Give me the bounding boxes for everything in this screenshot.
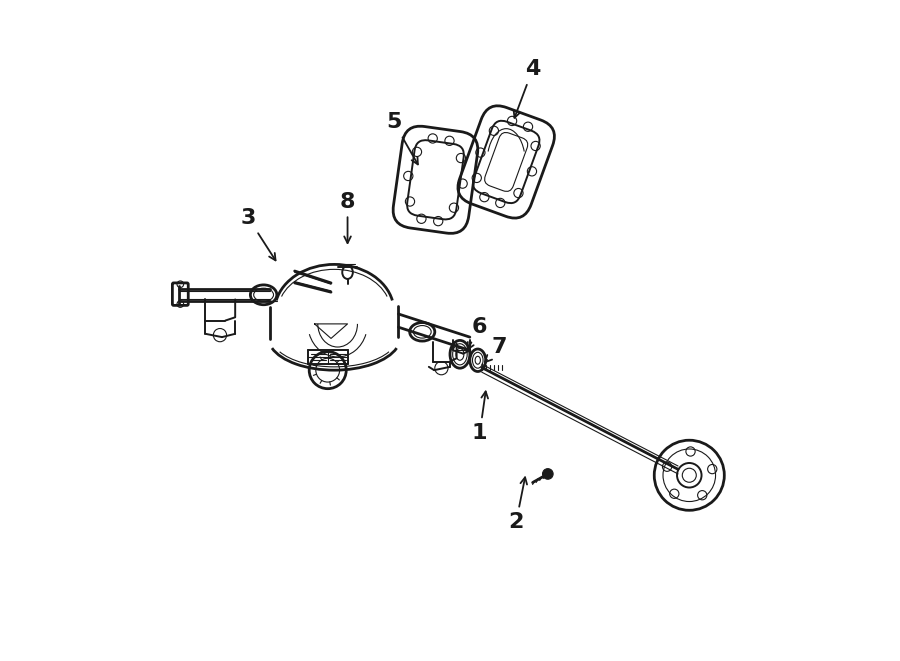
Text: 1: 1 bbox=[472, 391, 488, 443]
Text: 3: 3 bbox=[240, 208, 275, 260]
Circle shape bbox=[543, 469, 553, 479]
Text: 5: 5 bbox=[386, 112, 418, 165]
Text: 4: 4 bbox=[514, 59, 540, 118]
Text: 7: 7 bbox=[485, 337, 508, 362]
Text: 8: 8 bbox=[340, 192, 356, 243]
Text: 2: 2 bbox=[508, 477, 527, 532]
Text: 6: 6 bbox=[467, 317, 488, 350]
